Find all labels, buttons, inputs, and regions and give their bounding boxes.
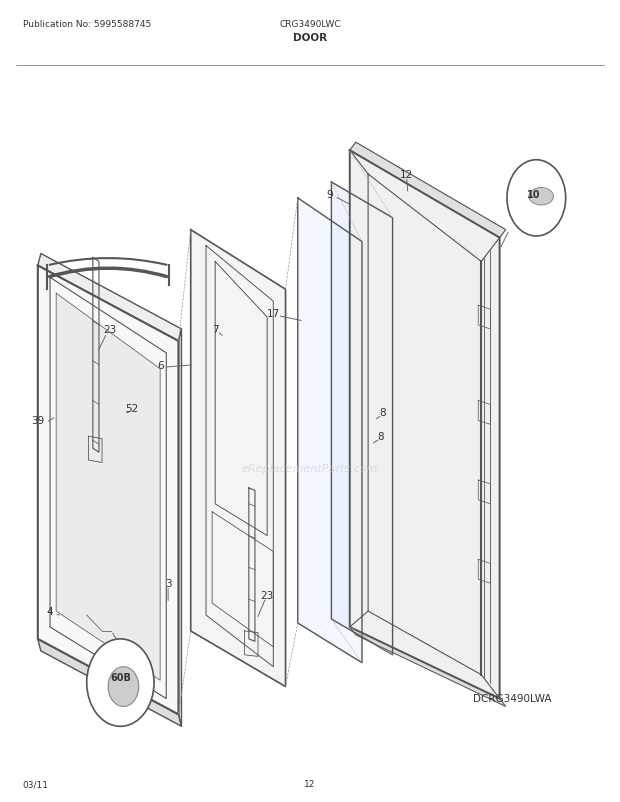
- Text: 23: 23: [104, 325, 117, 334]
- Text: 7: 7: [212, 325, 218, 334]
- Text: Publication No: 5995588745: Publication No: 5995588745: [22, 19, 151, 29]
- Text: CRG3490LWC: CRG3490LWC: [279, 19, 341, 29]
- Circle shape: [507, 160, 565, 237]
- Polygon shape: [56, 294, 160, 680]
- Text: 8: 8: [377, 431, 384, 442]
- Text: 17: 17: [267, 309, 280, 318]
- Text: DCRG3490LWA: DCRG3490LWA: [472, 694, 551, 703]
- Text: 4: 4: [46, 606, 53, 616]
- Text: 12: 12: [400, 170, 414, 180]
- Text: 3: 3: [165, 578, 171, 589]
- Text: 12: 12: [304, 779, 316, 788]
- Circle shape: [87, 639, 154, 727]
- Polygon shape: [350, 151, 500, 699]
- Text: 60B: 60B: [110, 672, 131, 683]
- Polygon shape: [332, 183, 392, 655]
- Text: DOOR: DOOR: [293, 33, 327, 43]
- Text: 9: 9: [327, 189, 334, 200]
- Polygon shape: [350, 143, 506, 238]
- Text: 23: 23: [260, 590, 274, 601]
- Polygon shape: [38, 639, 182, 727]
- Text: 03/11: 03/11: [22, 779, 48, 788]
- Polygon shape: [38, 254, 182, 342]
- Text: 10: 10: [526, 189, 540, 200]
- Polygon shape: [38, 266, 179, 715]
- Text: 6: 6: [157, 360, 164, 371]
- Circle shape: [108, 667, 139, 707]
- Polygon shape: [298, 199, 362, 663]
- Polygon shape: [350, 627, 506, 707]
- Ellipse shape: [529, 188, 554, 206]
- Text: 8: 8: [379, 408, 386, 418]
- Polygon shape: [191, 230, 286, 687]
- Text: 39: 39: [31, 416, 45, 426]
- Polygon shape: [179, 330, 182, 727]
- Text: 52: 52: [125, 404, 138, 414]
- Text: eReplacementParts.com: eReplacementParts.com: [242, 464, 378, 473]
